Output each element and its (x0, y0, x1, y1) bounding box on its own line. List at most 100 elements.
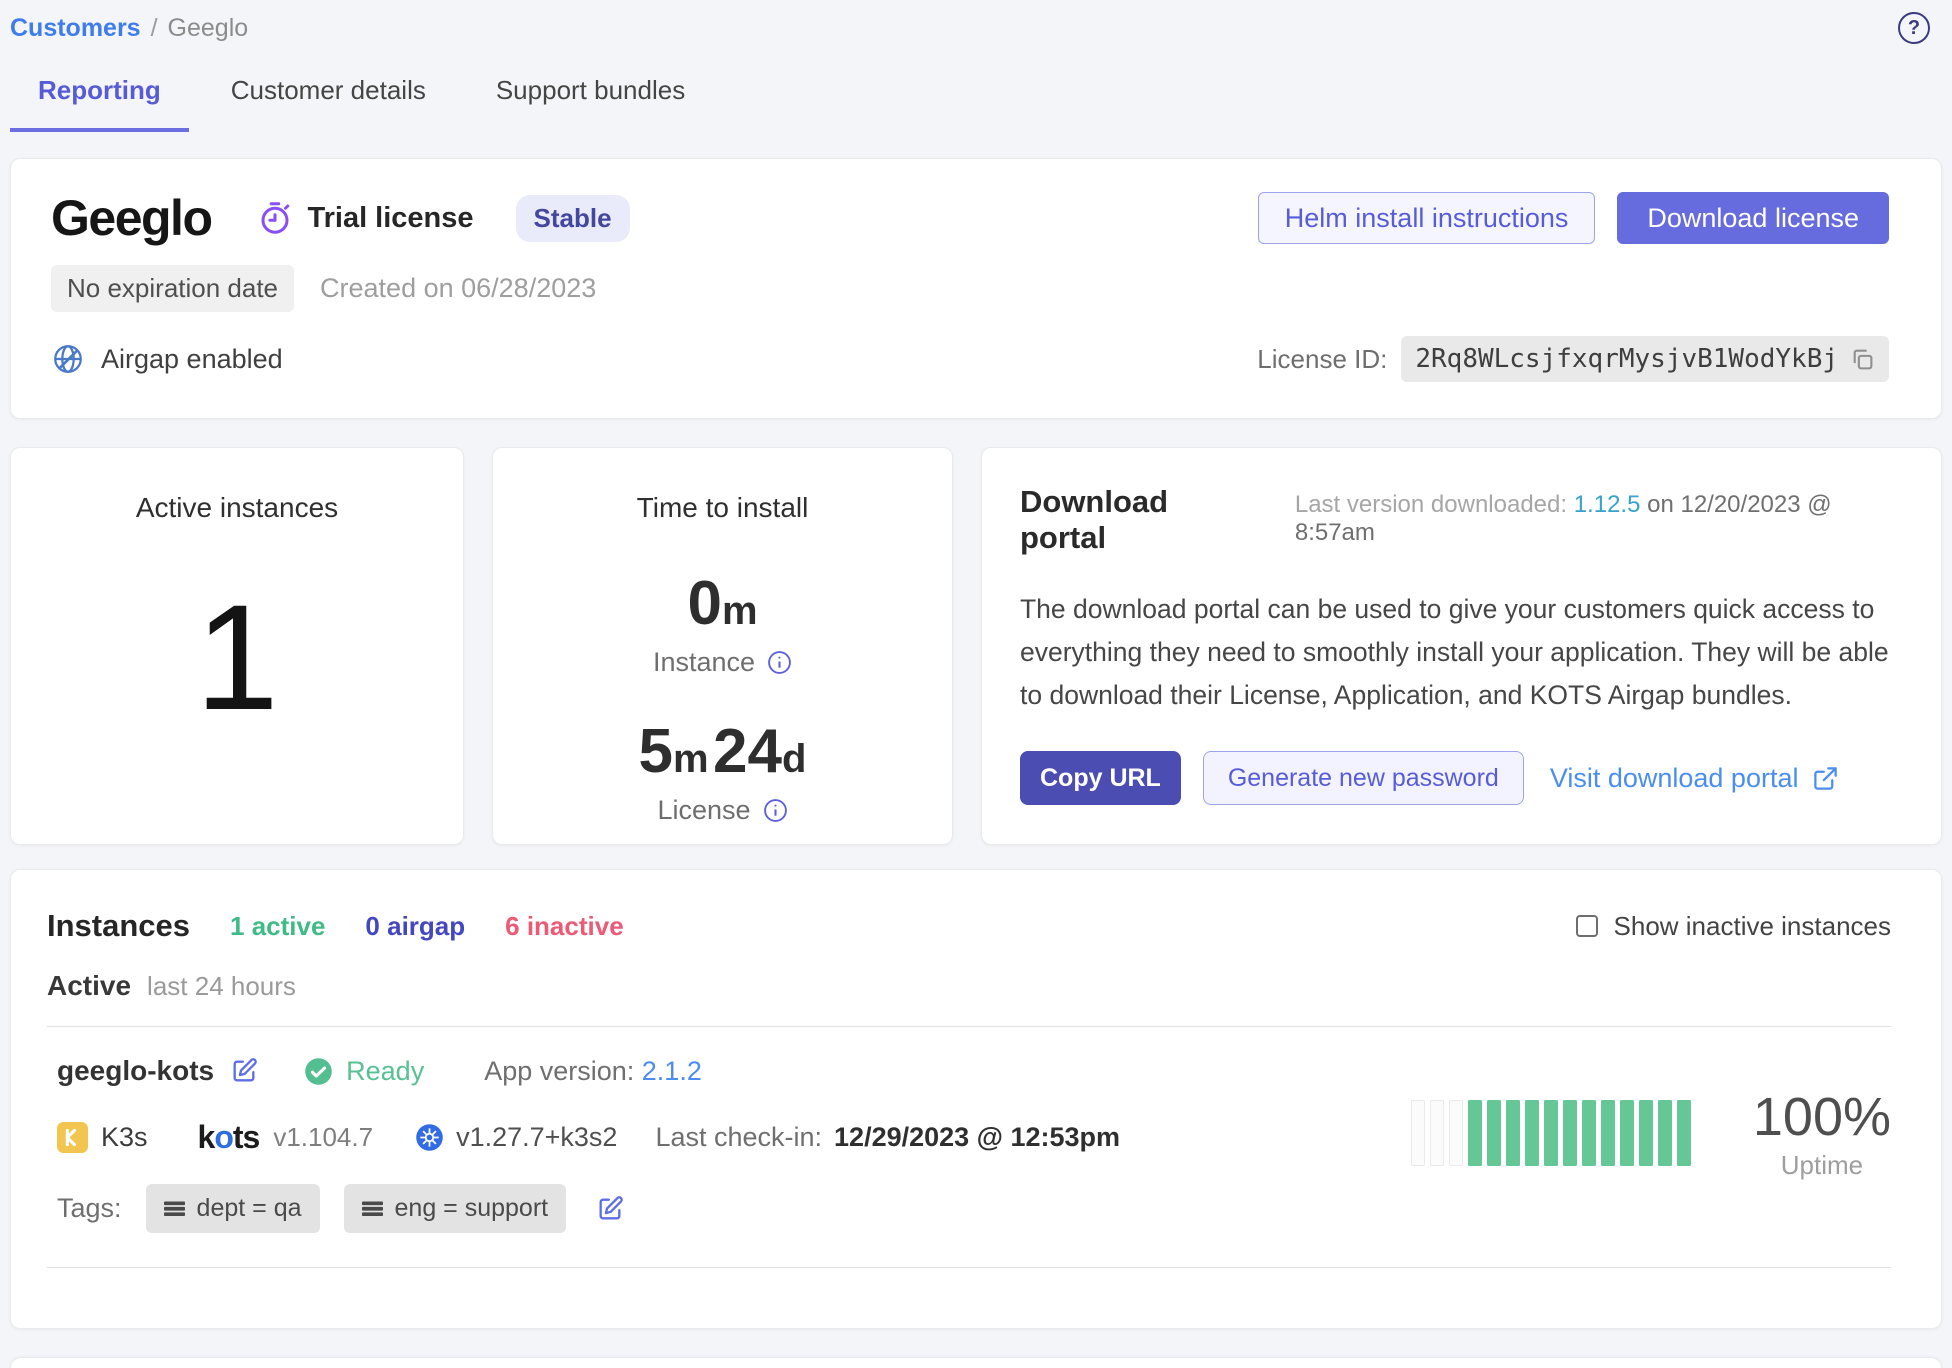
uptime-bar-filled (1581, 1100, 1596, 1166)
active-section-sublabel: last 24 hours (147, 971, 296, 1001)
airgap-globe-icon (51, 342, 85, 376)
license-time-days: 24 (713, 717, 783, 786)
download-portal-card: Download portal Last version downloaded:… (981, 447, 1942, 845)
breadcrumb-customers-link[interactable]: Customers (10, 14, 141, 42)
download-license-button[interactable]: Download license (1617, 192, 1889, 244)
channel-badge: Stable (515, 194, 630, 242)
last-checkin-label: Last check-in: (655, 1122, 823, 1152)
generate-new-password-button[interactable]: Generate new password (1202, 751, 1524, 805)
license-time-minutes-unit: m (673, 737, 709, 781)
inactive-count[interactable]: 6 inactive (505, 910, 624, 941)
instance-time-label-row: Instance (493, 647, 952, 678)
breadcrumb-current: Geeglo (167, 14, 249, 42)
instance-time-value: 0 (687, 569, 722, 638)
instance-status-label: Ready (346, 1055, 425, 1086)
uptime-percent: 100% (1752, 1086, 1891, 1147)
last-version-downloaded: Last version downloaded: 1.12.5 on 12/20… (1295, 491, 1903, 547)
license-time-label: License (657, 795, 751, 825)
uptime-bar-empty (1410, 1100, 1425, 1166)
license-id-label: License ID: (1257, 343, 1388, 374)
show-inactive-checkbox[interactable] (1575, 915, 1598, 937)
license-info-icon[interactable] (763, 798, 788, 823)
tab-bar: Reporting Customer details Support bundl… (10, 75, 1942, 132)
active-section-label: Active (47, 970, 132, 1001)
copy-url-button[interactable]: Copy URL (1020, 751, 1181, 805)
breadcrumb: Customers / Geeglo (10, 0, 1942, 43)
kots-version: v1.104.7 (273, 1122, 374, 1152)
show-inactive-toggle: Show inactive instances (1575, 911, 1891, 942)
check-circle-icon (304, 1057, 333, 1086)
external-link-icon (1812, 765, 1839, 792)
download-portal-title: Download portal (1020, 484, 1169, 555)
instance-info-icon[interactable] (767, 650, 792, 675)
license-summary-card: Geeglo Trial license Stable Helm install… (10, 158, 1942, 419)
divider (47, 1026, 1891, 1027)
license-type-label: Trial license (307, 201, 474, 234)
license-id-row: License ID: 2Rq8WLcsjfxqrMysjvB1WodYkBj (1257, 336, 1889, 382)
visit-download-portal-link[interactable]: Visit download portal (1550, 763, 1840, 794)
uptime-bars (1410, 1100, 1691, 1166)
kots-logo-o: o (214, 1119, 234, 1155)
stats-row: Active instances 1 Time to install 0m In… (10, 447, 1942, 845)
tab-customer-details[interactable]: Customer details (230, 75, 426, 105)
tag-label: eng = support (394, 1194, 549, 1222)
help-icon[interactable]: ? (1898, 12, 1930, 44)
app-version-link[interactable]: 2.1.2 (641, 1055, 702, 1086)
license-id-badge: 2Rq8WLcsjfxqrMysjvB1WodYkBj (1401, 336, 1889, 382)
uptime-bar-empty (1429, 1100, 1444, 1166)
app-version-label: App version: (484, 1055, 642, 1086)
instance-row: geeglo-kots (47, 1027, 1891, 1243)
airgap-count[interactable]: 0 airgap (365, 910, 466, 941)
last-checkin-value: 12/29/2023 @ 12:53pm (834, 1122, 1121, 1152)
instances-title: Instances (47, 908, 191, 943)
time-to-install-card: Time to install 0m Instance 5m 24d (492, 447, 953, 845)
created-date-text: Created on 06/28/2023 (320, 273, 597, 303)
time-to-install-title: Time to install (636, 492, 809, 523)
uptime-bar-filled (1524, 1100, 1539, 1166)
helm-install-instructions-button[interactable]: Helm install instructions (1257, 192, 1596, 244)
active-instances-card: Active instances 1 (10, 447, 464, 845)
breadcrumb-separator: / (150, 14, 158, 42)
active-instances-count: 1 (195, 573, 279, 741)
license-type: Trial license (257, 200, 474, 236)
tag-badge: dept = qa (145, 1184, 320, 1233)
kots-logo-k: k (197, 1119, 216, 1155)
uptime-bar-filled (1562, 1100, 1577, 1166)
tab-reporting[interactable]: Reporting (10, 75, 189, 132)
tag-label: dept = qa (196, 1194, 302, 1222)
edit-tags-icon[interactable] (596, 1195, 624, 1223)
uptime-bar-filled (1619, 1100, 1634, 1166)
next-card-top-edge (10, 1357, 1942, 1368)
license-id-value: 2Rq8WLcsjfxqrMysjvB1WodYkBj (1415, 344, 1838, 374)
active-instances-title: Active instances (135, 492, 339, 523)
tag-bars-icon (361, 1198, 383, 1219)
last-version-link[interactable]: 1.12.5 (1573, 491, 1641, 518)
uptime-bar-filled (1600, 1100, 1615, 1166)
uptime-bar-filled (1657, 1100, 1672, 1166)
instance-install-time: 0m (493, 568, 952, 639)
uptime-bar-filled (1486, 1100, 1501, 1166)
distribution-label: K3s (101, 1122, 148, 1152)
tab-support-bundles[interactable]: Support bundles (495, 75, 686, 105)
divider (47, 1267, 1891, 1268)
kots-logo: kots (197, 1119, 261, 1156)
instances-card: Instances 1 active 0 airgap 6 inactive S… (10, 869, 1942, 1329)
airgap-enabled-label: Airgap enabled (101, 343, 283, 374)
tag-bars-icon (163, 1198, 185, 1219)
uptime-bar-filled (1543, 1100, 1558, 1166)
download-portal-description: The download portal can be used to give … (1020, 594, 1889, 710)
uptime-label: Uptime (1780, 1149, 1864, 1180)
edit-instance-name-icon[interactable] (230, 1057, 258, 1085)
license-time-label-row: License (493, 795, 952, 826)
active-count[interactable]: 1 active (230, 910, 326, 941)
license-time-minutes: 5 (638, 717, 674, 786)
license-install-time: 5m 24d (493, 716, 952, 787)
instance-status: Ready (304, 1056, 424, 1087)
kots-logo-ts: ts (232, 1119, 260, 1155)
expiration-badge: No expiration date (51, 265, 295, 312)
kubernetes-version: v1.27.7+k3s2 (456, 1122, 618, 1152)
uptime-summary: 100% Uptime (1753, 1086, 1891, 1181)
instance-time-label: Instance (652, 647, 756, 677)
copy-license-id-icon[interactable] (1850, 347, 1875, 372)
